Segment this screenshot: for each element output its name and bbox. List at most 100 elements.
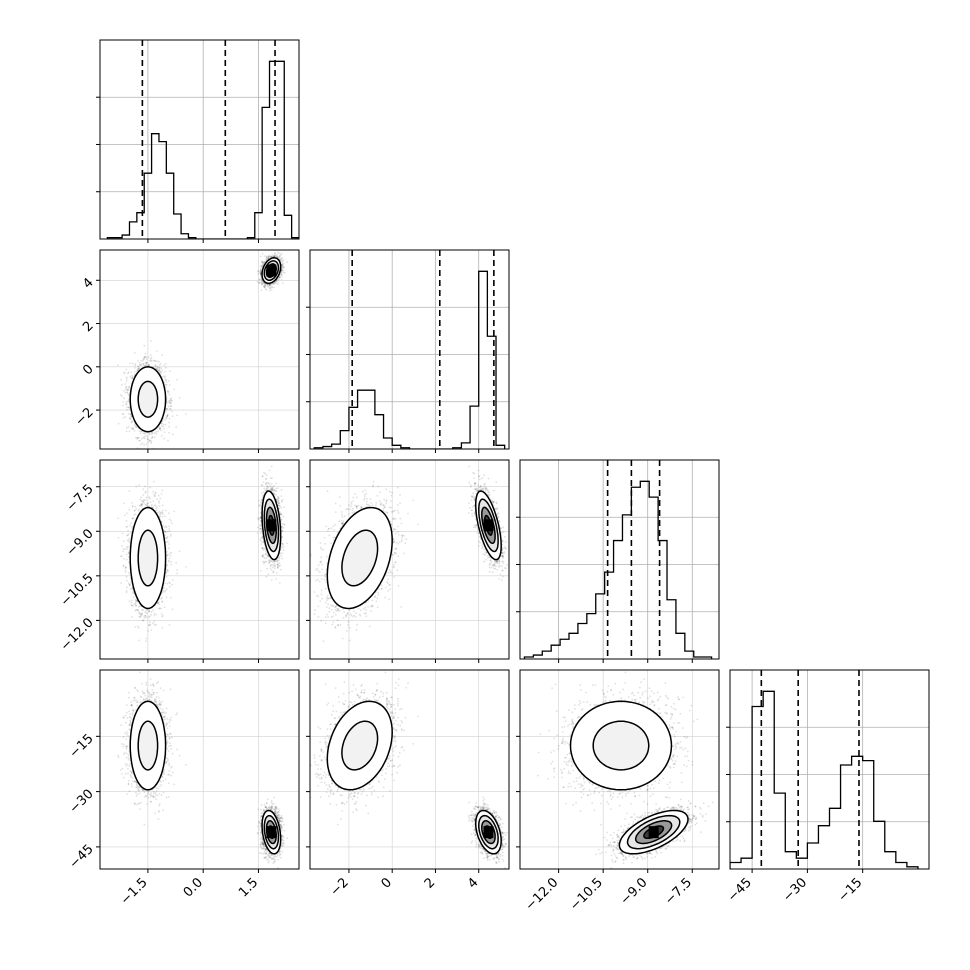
sample-point [132, 428, 135, 431]
sample-point [125, 386, 127, 388]
sample-point [119, 394, 122, 396]
sample-point [137, 436, 139, 439]
sample-point [273, 255, 276, 258]
sample-point [281, 264, 283, 267]
sample-point [283, 266, 285, 268]
sample-point [137, 360, 139, 362]
sample-point [137, 365, 139, 368]
sample-point [125, 368, 128, 371]
sample-point [280, 270, 283, 273]
sample-point [170, 405, 173, 407]
sample-point [259, 272, 262, 275]
sample-point [256, 280, 259, 283]
sample-point [137, 369, 139, 372]
sample-point [268, 284, 271, 286]
sample-point [129, 418, 132, 420]
sample-point [156, 366, 159, 368]
sample-point [282, 271, 285, 274]
sample-point [268, 255, 271, 258]
sample-point [184, 413, 187, 415]
sample-point [280, 272, 283, 274]
sample-point [280, 273, 283, 276]
sample-point [140, 363, 143, 365]
sample-point [261, 281, 264, 283]
sample-point [149, 359, 152, 362]
sample-point [277, 277, 280, 280]
sample-point [154, 360, 157, 362]
sample-point [166, 408, 169, 410]
sample-point [276, 253, 279, 255]
sample-point [139, 439, 141, 442]
sample-point [121, 383, 123, 386]
sample-point [263, 286, 266, 289]
sample-point [171, 399, 173, 402]
sample-point [165, 363, 167, 365]
sample-point [162, 417, 165, 420]
sample-point [163, 377, 166, 379]
sample-point [154, 364, 157, 366]
sample-point [273, 254, 275, 257]
sample-point [146, 362, 149, 364]
sample-point [125, 403, 128, 405]
sample-point [144, 352, 147, 355]
sample-point [155, 430, 158, 433]
sample-point [162, 423, 165, 426]
sample-point [265, 255, 268, 258]
sample-point [126, 406, 128, 409]
sample-point [160, 371, 162, 373]
sample-point [145, 355, 148, 358]
sample-point [165, 381, 168, 383]
sample-point [146, 438, 149, 441]
sample-point [133, 424, 136, 427]
sample-point [139, 364, 141, 366]
sample-point [261, 281, 263, 283]
sample-point [150, 360, 153, 363]
sample-point [149, 354, 152, 356]
sample-point [128, 406, 131, 409]
sample-point [150, 440, 153, 443]
sample-point [143, 435, 146, 438]
sample-point [134, 364, 136, 367]
sample-point [163, 364, 166, 366]
sample-point [144, 356, 147, 359]
sample-point [263, 282, 266, 285]
sample-point [128, 406, 131, 409]
sample-point [128, 417, 131, 419]
sample-point [269, 287, 271, 290]
sample-point [138, 367, 141, 370]
sample-point [259, 270, 262, 273]
sample-point [280, 278, 283, 281]
sample-point [168, 401, 171, 404]
sample-point [128, 398, 130, 401]
sample-point [276, 255, 279, 258]
sample-point [165, 417, 168, 420]
sample-point [148, 363, 150, 366]
sample-point [282, 265, 284, 267]
sample-point [279, 276, 281, 279]
sample-point [124, 372, 126, 375]
sample-point [136, 369, 139, 372]
sample-point [273, 283, 275, 285]
sample-point [157, 366, 160, 369]
sample-point [267, 256, 270, 259]
sample-point [129, 412, 132, 415]
sample-point [172, 433, 174, 436]
sample-point [269, 286, 271, 288]
sample-point [158, 366, 161, 369]
sample-point [142, 363, 145, 366]
sample-point [167, 405, 170, 408]
sample-point [274, 252, 276, 255]
sample-point [166, 415, 168, 418]
sample-point [130, 371, 133, 374]
sample-point [176, 414, 179, 417]
sample-point [160, 422, 163, 425]
sample-point [122, 404, 124, 407]
sample-point [277, 251, 279, 254]
sample-point [124, 387, 127, 390]
sample-point [130, 377, 133, 380]
sample-point [270, 255, 272, 258]
sample-point [153, 360, 156, 362]
sample-point [260, 255, 262, 258]
sample-point [163, 437, 165, 440]
sample-point [259, 265, 262, 267]
